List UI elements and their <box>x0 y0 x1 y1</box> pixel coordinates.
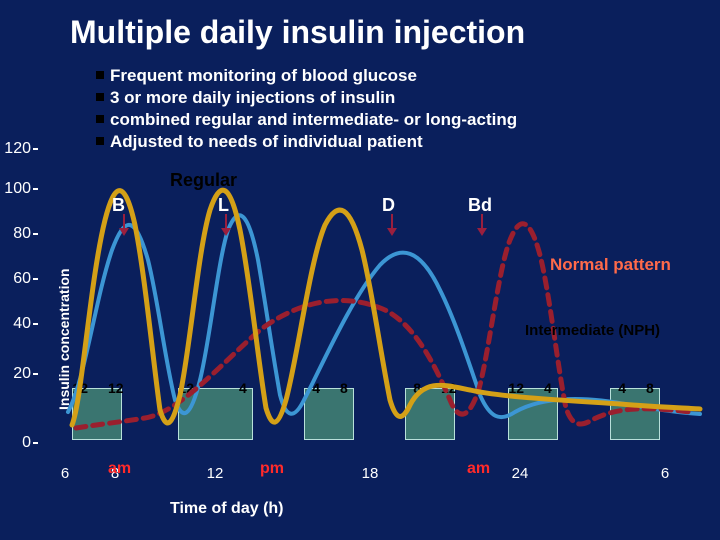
meal-arrow-icon <box>117 214 131 236</box>
meal-arrow-icon <box>219 214 233 236</box>
nph-label: Intermediate (NPH) <box>525 322 660 339</box>
ampm-label: am <box>108 460 131 478</box>
x-tick: 6 <box>50 465 80 482</box>
ampm-label: pm <box>260 460 284 478</box>
x-tick: 18 <box>355 465 385 482</box>
x-tick: 12 <box>200 465 230 482</box>
x-tick: 24 <box>505 465 535 482</box>
meal-arrow-icon <box>385 214 399 236</box>
meal-label: Bd <box>468 195 492 216</box>
slide-root: Multiple daily insulin injection Frequen… <box>0 0 720 540</box>
meal-label: D <box>382 195 395 216</box>
regular-label: Regular <box>170 170 237 191</box>
normal-curve <box>68 215 700 417</box>
meal-label: L <box>218 195 229 216</box>
x-axis-title: Time of day (h) <box>170 500 284 518</box>
meal-label: B <box>112 195 125 216</box>
normal-pattern-label: Normal pattern <box>550 255 671 275</box>
meal-arrow-icon <box>475 214 489 236</box>
ampm-label: am <box>467 460 490 478</box>
x-tick: 6 <box>650 465 680 482</box>
